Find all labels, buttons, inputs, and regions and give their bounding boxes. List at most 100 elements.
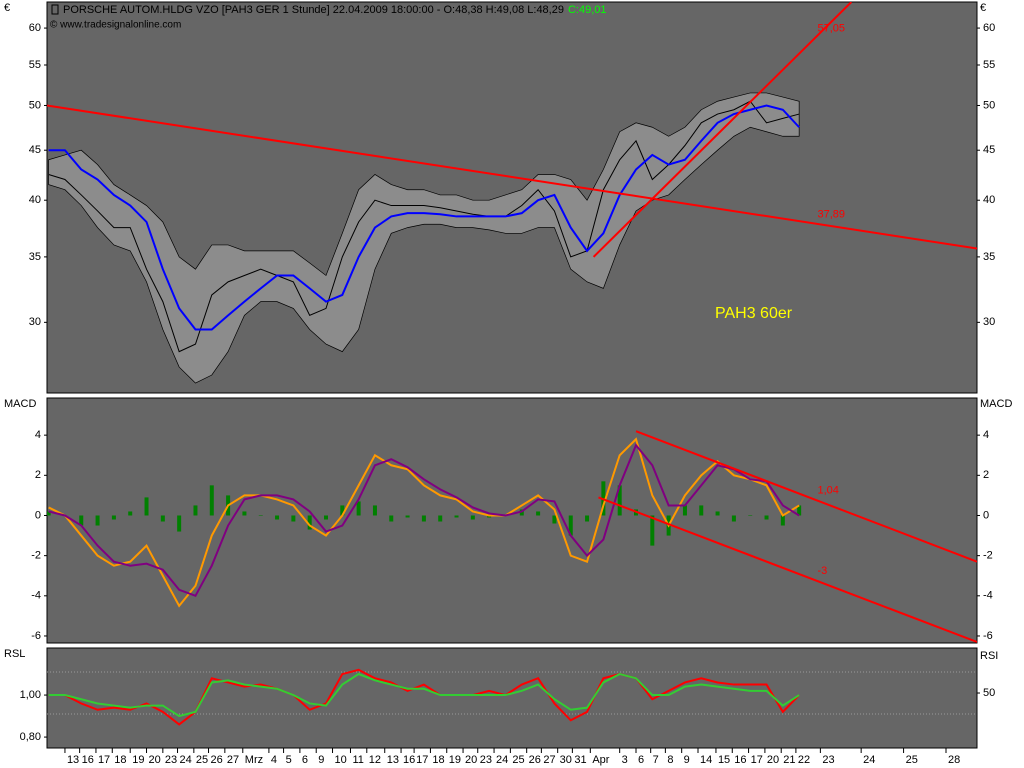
histogram-bar bbox=[780, 515, 785, 526]
y-tick-label: 30 bbox=[29, 316, 41, 328]
plot-area bbox=[47, 2, 977, 384]
x-tick-label: 9 bbox=[318, 754, 324, 766]
trendline-label: 1,04 bbox=[817, 485, 838, 497]
histogram-bar bbox=[405, 515, 410, 518]
histogram-bar bbox=[242, 511, 247, 516]
x-tick-label: 13 bbox=[67, 754, 79, 766]
x-tick-label: Mrz bbox=[245, 754, 263, 766]
y-tick-label-right: 50 bbox=[983, 99, 995, 111]
y-tick-label-right: 45 bbox=[983, 144, 995, 156]
histogram-bar bbox=[748, 515, 753, 516]
y-tick-label-right: 55 bbox=[983, 59, 995, 71]
series-line bbox=[48, 100, 800, 353]
x-tick-label: 20 bbox=[767, 754, 779, 766]
trendline bbox=[598, 496, 977, 643]
y-tick-label: 55 bbox=[29, 59, 41, 71]
x-tick-label: 6 bbox=[302, 754, 308, 766]
histogram-bar bbox=[699, 505, 704, 516]
y-tick-label: 45 bbox=[29, 144, 41, 156]
y-tick-label-right: 40 bbox=[983, 194, 995, 206]
trendline bbox=[592, 2, 853, 258]
x-tick-label: 28 bbox=[948, 754, 960, 766]
x-tick-label: 18 bbox=[432, 754, 444, 766]
panel bbox=[46, 647, 978, 749]
x-tick-label: 11 bbox=[352, 754, 363, 766]
plot-area bbox=[47, 668, 977, 726]
chart-title: PORSCHE AUTOM.HLDG VZO [PAH3 GER 1 Stund… bbox=[63, 4, 607, 16]
histogram-bar bbox=[536, 511, 541, 516]
y-tick-label-right: 2 bbox=[983, 469, 989, 481]
histogram-bar bbox=[340, 505, 345, 516]
histogram-bar bbox=[258, 515, 263, 516]
panel bbox=[46, 397, 978, 644]
y-axis-title: RSL bbox=[4, 648, 25, 660]
x-tick-label: 15 bbox=[718, 754, 730, 766]
y-tick-label: 0,80 bbox=[20, 731, 41, 743]
x-tick-label: 21 bbox=[783, 754, 795, 766]
x-tick-label: 6 bbox=[638, 754, 644, 766]
y-tick-label-right: 30 bbox=[983, 316, 995, 328]
histogram-bar bbox=[356, 501, 361, 516]
y-tick-label-right: 35 bbox=[983, 251, 995, 263]
x-tick-label: 24 bbox=[496, 754, 508, 766]
y-tick-label: 0 bbox=[35, 509, 41, 521]
histogram-bar bbox=[454, 515, 459, 518]
y-tick-label-right: 60 bbox=[983, 22, 995, 34]
x-tick-label: 13 bbox=[387, 754, 399, 766]
y-axis-title-right: € bbox=[980, 2, 986, 14]
histogram-bar bbox=[128, 511, 133, 516]
y-tick-label: -4 bbox=[31, 590, 41, 602]
series-line bbox=[48, 437, 800, 608]
x-tick-label: 27 bbox=[543, 754, 555, 766]
series-line bbox=[48, 443, 800, 598]
histogram-bar bbox=[275, 515, 280, 520]
y-tick-label: 2 bbox=[35, 469, 41, 481]
x-tick-label: 30 bbox=[560, 754, 572, 766]
series-line bbox=[48, 104, 800, 331]
histogram-bar bbox=[650, 515, 655, 546]
histogram-bar bbox=[95, 515, 100, 526]
trendline-label: 37,89 bbox=[817, 209, 845, 221]
y-tick-label-right: 4 bbox=[983, 429, 989, 441]
chart-subtitle: © www.tradesignalonline.com bbox=[50, 20, 181, 31]
plot-area bbox=[47, 430, 977, 643]
x-tick-label: 26 bbox=[529, 754, 541, 766]
trendline bbox=[47, 104, 977, 250]
x-tick-label: 25 bbox=[196, 754, 208, 766]
x-tick-label: 20 bbox=[465, 754, 477, 766]
x-tick-label: 18 bbox=[114, 754, 126, 766]
histogram-bar bbox=[421, 515, 426, 522]
x-tick-label: 22 bbox=[798, 754, 810, 766]
histogram-bar bbox=[193, 505, 198, 516]
histogram-bar bbox=[568, 515, 573, 536]
y2-tick-label: 50 bbox=[983, 687, 995, 699]
last-close: C:49,01 bbox=[568, 4, 607, 16]
x-tick-label: 20 bbox=[149, 754, 161, 766]
x-tick-label: 23 bbox=[822, 754, 834, 766]
bollinger-band bbox=[48, 92, 800, 384]
title-icon bbox=[51, 4, 59, 15]
histogram-bar bbox=[797, 505, 802, 516]
histogram-bar bbox=[715, 511, 720, 516]
x-tick-label: 17 bbox=[416, 754, 428, 766]
histogram-bar bbox=[291, 515, 296, 522]
histogram-bar bbox=[111, 515, 116, 520]
x-tick-label: 14 bbox=[700, 754, 712, 766]
series-line bbox=[48, 672, 800, 718]
x-tick-label: 19 bbox=[132, 754, 144, 766]
histogram-bar bbox=[144, 497, 149, 516]
y-tick-label-right: -6 bbox=[983, 630, 993, 642]
x-tick-label: 3 bbox=[622, 754, 628, 766]
x-tick-label: 5 bbox=[286, 754, 292, 766]
x-tick-label: 17 bbox=[98, 754, 110, 766]
x-tick-label: 7 bbox=[653, 754, 659, 766]
x-tick-label: 26 bbox=[211, 754, 223, 766]
y-axis-title-right: MACD bbox=[980, 398, 1012, 410]
y-tick-label-right: -4 bbox=[983, 590, 993, 602]
y-tick-label: 50 bbox=[29, 99, 41, 111]
histogram-bar bbox=[585, 515, 590, 522]
annotation: PAH3 60er bbox=[715, 305, 793, 322]
trendline bbox=[635, 430, 977, 563]
